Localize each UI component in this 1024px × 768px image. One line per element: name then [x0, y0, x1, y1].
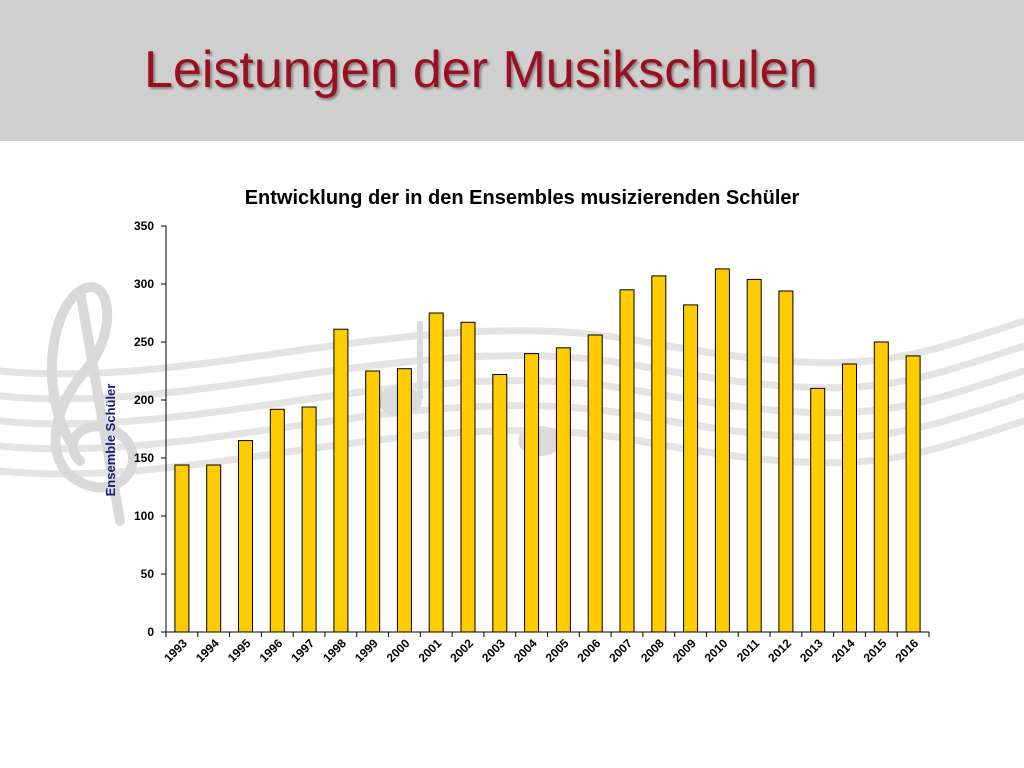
y-tick-label: 0: [147, 625, 154, 639]
bar-2013: [810, 387, 826, 633]
x-tick-label: 2008: [638, 636, 667, 665]
bar-1997: [301, 406, 317, 633]
x-tick-label: 1997: [288, 636, 317, 665]
bar-2012: [778, 290, 794, 633]
bar-1996: [269, 408, 285, 633]
y-tick-label: 200: [134, 393, 154, 407]
x-tick-label: 2011: [734, 636, 763, 665]
y-tick-label: 350: [134, 219, 154, 233]
slide-title: Leistungen der Musikschulen: [144, 41, 818, 99]
x-tick-label: 2003: [479, 636, 508, 665]
bar-2015: [873, 341, 889, 633]
bars: [174, 268, 921, 633]
bar-2005: [555, 347, 571, 633]
x-tick-label: 2010: [702, 636, 731, 665]
x-tick-label: 2004: [511, 636, 540, 665]
y-axis-label: Ensemble Schüler: [103, 384, 118, 497]
x-tick-label: 2016: [892, 636, 921, 665]
bar-2003: [492, 374, 508, 633]
bar-1998: [333, 328, 349, 633]
chart-title: Entwicklung der in den Ensembles musizie…: [245, 187, 800, 209]
bar-1999: [365, 370, 381, 633]
x-tick-label: 2001: [416, 636, 445, 665]
bar-2002: [460, 321, 476, 633]
bar-2000: [396, 368, 412, 633]
y-tick-label: 50: [141, 567, 155, 581]
bar-2001: [428, 312, 444, 633]
slide-header: Leistungen der Musikschulen: [0, 0, 1024, 141]
y-tick-label: 150: [134, 451, 154, 465]
x-tick-label: 1993: [161, 636, 190, 665]
x-tick-label: 2015: [861, 636, 890, 665]
x-tick-label: 2014: [829, 636, 858, 665]
y-tick-label: 300: [134, 277, 154, 291]
bar-2004: [524, 353, 540, 633]
bar-2011: [746, 278, 762, 633]
x-tick-label: 2007: [606, 636, 635, 665]
x-tick-label: 2009: [670, 636, 699, 665]
bar-2009: [683, 304, 699, 633]
bar-2008: [651, 275, 667, 633]
bar-2010: [714, 268, 730, 633]
x-tick-label: 2000: [384, 636, 413, 665]
y-tick-label: 250: [134, 335, 154, 349]
x-tick-label: 1994: [193, 636, 222, 665]
x-tick-label: 1996: [257, 636, 286, 665]
bar-2006: [587, 334, 603, 633]
x-tick-label: 1995: [225, 636, 254, 665]
y-axis: 0 50 100 150 200 250 300 350: [134, 219, 167, 639]
x-tick-label: 2012: [765, 636, 794, 665]
bar-2007: [619, 289, 635, 633]
bar-1994: [206, 464, 222, 633]
x-tick-label: 2013: [797, 636, 826, 665]
x-tick-label: 1999: [352, 636, 381, 665]
x-tick-label: 1998: [320, 636, 349, 665]
x-tick-label: 2005: [543, 636, 572, 665]
bar-2014: [842, 363, 857, 633]
y-tick-label: 100: [134, 509, 154, 523]
bar-2016: [905, 355, 921, 633]
bar-1995: [238, 440, 253, 633]
x-tick-label: 2002: [447, 636, 476, 665]
bar-1993: [174, 464, 190, 633]
x-axis: 1993 1994 1995 1996 1997 1998 1999 2000 2001 2002…: [161, 631, 930, 665]
x-tick-label: 2006: [575, 636, 604, 665]
